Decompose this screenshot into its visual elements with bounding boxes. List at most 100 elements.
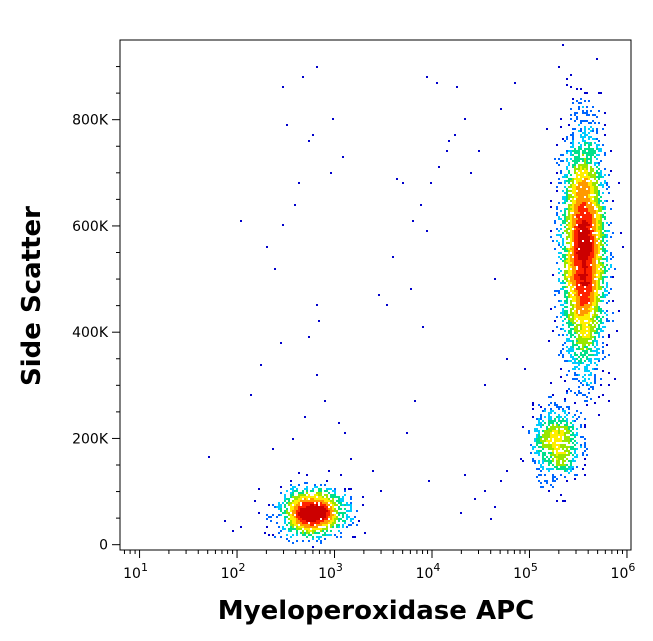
data-point (568, 172, 570, 174)
data-point (564, 300, 566, 302)
data-point (566, 286, 568, 288)
data-point (334, 518, 336, 520)
data-point (596, 316, 598, 318)
data-point (604, 312, 606, 314)
data-point (586, 300, 588, 302)
data-point (592, 250, 594, 252)
data-point (294, 502, 296, 504)
data-point (570, 468, 572, 470)
data-point (580, 176, 582, 178)
data-point (598, 242, 600, 244)
data-point (574, 306, 576, 308)
data-point (576, 338, 578, 340)
data-point (326, 504, 328, 506)
data-point (602, 272, 604, 274)
data-point (574, 234, 576, 236)
data-point (316, 500, 318, 502)
data-point (282, 526, 284, 528)
data-point (586, 454, 588, 456)
data-point (578, 278, 580, 280)
data-point (280, 530, 282, 532)
data-point (584, 184, 586, 186)
data-point (568, 242, 570, 244)
data-point (576, 260, 578, 262)
data-point (588, 378, 590, 380)
data-point (586, 134, 588, 136)
data-point (306, 488, 308, 490)
data-point (334, 490, 336, 492)
data-point (318, 524, 320, 526)
data-point (314, 522, 316, 524)
data-point (554, 448, 556, 450)
data-point (582, 394, 584, 396)
data-point (588, 252, 590, 254)
data-point (336, 500, 338, 502)
data-point (568, 270, 570, 272)
data-point (578, 276, 580, 278)
data-point (576, 212, 578, 214)
data-point (590, 198, 592, 200)
data-point (332, 526, 334, 528)
data-point (584, 264, 586, 266)
data-point (572, 142, 574, 144)
data-point (578, 124, 580, 126)
data-point (590, 174, 592, 176)
data-point (582, 166, 584, 168)
data-point (590, 242, 592, 244)
data-point (558, 428, 560, 430)
data-point (560, 416, 562, 418)
data-point (372, 470, 374, 472)
data-point (610, 252, 612, 254)
data-point (590, 170, 592, 172)
data-point (572, 264, 574, 266)
data-point (312, 504, 314, 506)
data-point (570, 422, 572, 424)
data-point (576, 258, 578, 260)
data-point (566, 136, 568, 138)
data-point (280, 492, 282, 494)
data-point (604, 252, 606, 254)
data-point (588, 294, 590, 296)
data-point (592, 216, 594, 218)
data-point (500, 108, 502, 110)
data-point (580, 210, 582, 212)
data-point (586, 148, 588, 150)
data-point (594, 230, 596, 232)
data-point (556, 432, 558, 434)
data-point (566, 322, 568, 324)
data-point (584, 172, 586, 174)
data-point (412, 220, 414, 222)
data-point (544, 474, 546, 476)
data-point (580, 300, 582, 302)
data-point (588, 274, 590, 276)
data-point (302, 492, 304, 494)
data-point (572, 378, 574, 380)
data-point (314, 526, 316, 528)
data-point (552, 448, 554, 450)
data-point (606, 294, 608, 296)
data-point (318, 516, 320, 518)
data-point (572, 324, 574, 326)
data-point (556, 460, 558, 462)
data-point (582, 228, 584, 230)
data-point (570, 74, 572, 76)
data-point (566, 290, 568, 292)
data-point (580, 412, 582, 414)
data-point (542, 434, 544, 436)
data-point (574, 170, 576, 172)
data-point (582, 454, 584, 456)
data-point (302, 508, 304, 510)
data-point (572, 226, 574, 228)
data-point (578, 392, 580, 394)
data-point (302, 540, 304, 542)
data-point (568, 258, 570, 260)
data-point (558, 460, 560, 462)
data-point (568, 332, 570, 334)
data-point (584, 170, 586, 172)
data-point (320, 484, 322, 486)
data-point (574, 258, 576, 260)
data-point (606, 250, 608, 252)
data-point (296, 526, 298, 528)
data-point (610, 264, 612, 266)
data-point (576, 378, 578, 380)
